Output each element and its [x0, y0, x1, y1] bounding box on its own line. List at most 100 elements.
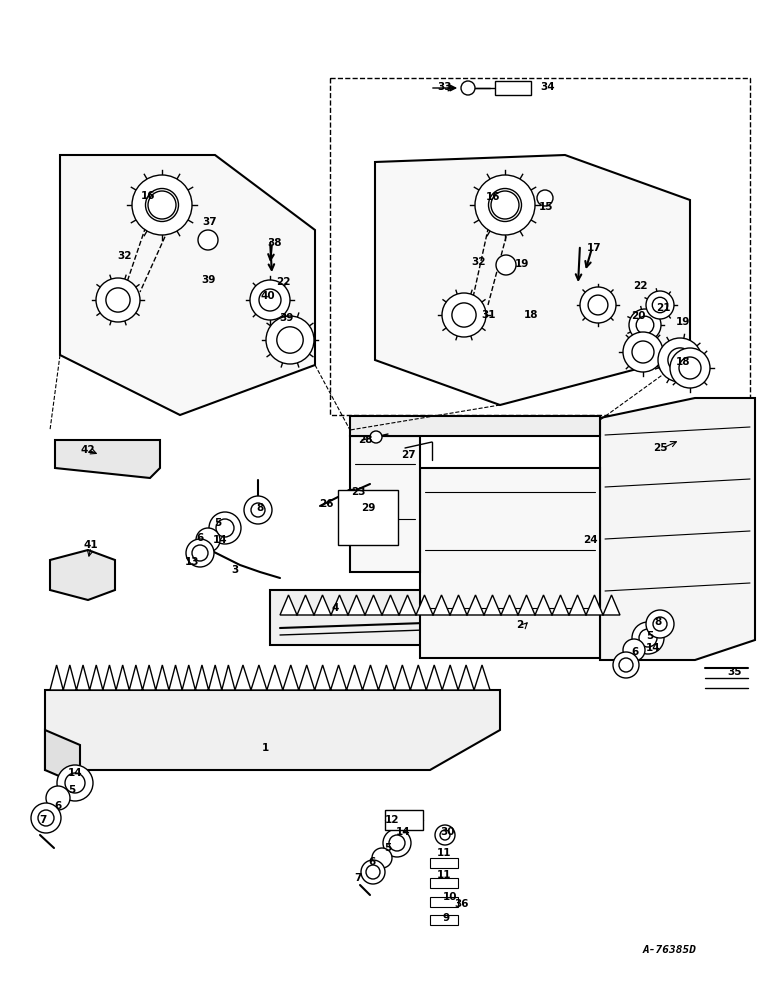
- Circle shape: [31, 803, 61, 833]
- Text: 14: 14: [68, 768, 83, 778]
- Polygon shape: [235, 665, 490, 690]
- Text: 10: 10: [443, 892, 457, 902]
- Circle shape: [537, 190, 553, 206]
- Circle shape: [679, 357, 701, 379]
- Text: 12: 12: [384, 815, 399, 825]
- Circle shape: [96, 278, 140, 322]
- Text: 37: 37: [203, 217, 217, 227]
- Text: 14: 14: [396, 827, 410, 837]
- Text: 39: 39: [279, 313, 293, 323]
- Text: 42: 42: [81, 445, 95, 455]
- Circle shape: [259, 289, 281, 311]
- Text: 18: 18: [523, 310, 538, 320]
- Text: 13: 13: [185, 557, 199, 567]
- Circle shape: [496, 255, 516, 275]
- Circle shape: [198, 230, 218, 250]
- Circle shape: [632, 341, 654, 363]
- Circle shape: [646, 291, 674, 319]
- Text: 14: 14: [645, 643, 660, 653]
- Text: 6: 6: [196, 533, 204, 543]
- Polygon shape: [420, 468, 600, 658]
- Text: 4: 4: [331, 603, 339, 613]
- Text: 17: 17: [587, 243, 601, 253]
- Text: 35: 35: [728, 667, 742, 677]
- Circle shape: [442, 293, 486, 337]
- Circle shape: [145, 188, 178, 222]
- Circle shape: [613, 652, 639, 678]
- Polygon shape: [50, 550, 115, 600]
- Text: 31: 31: [482, 310, 496, 320]
- Text: 5: 5: [215, 518, 222, 528]
- Circle shape: [629, 309, 661, 341]
- Circle shape: [668, 348, 692, 372]
- Text: 1: 1: [262, 743, 269, 753]
- Text: 11: 11: [437, 870, 452, 880]
- Bar: [430, 858, 458, 868]
- Circle shape: [57, 765, 93, 801]
- Circle shape: [266, 316, 314, 364]
- Text: A-76385D: A-76385D: [643, 945, 697, 955]
- Text: 29: 29: [361, 503, 375, 513]
- Text: 14: 14: [213, 535, 227, 545]
- Circle shape: [186, 539, 214, 567]
- Polygon shape: [50, 665, 235, 690]
- Text: 39: 39: [201, 275, 215, 285]
- Text: 30: 30: [441, 827, 455, 837]
- Text: 6: 6: [631, 647, 638, 657]
- Text: 8: 8: [655, 617, 662, 627]
- Circle shape: [250, 280, 290, 320]
- Circle shape: [370, 431, 382, 443]
- Circle shape: [636, 316, 654, 334]
- Text: 11: 11: [437, 848, 452, 858]
- Circle shape: [106, 288, 130, 312]
- Circle shape: [670, 348, 710, 388]
- Bar: [430, 897, 458, 907]
- Text: 5: 5: [384, 843, 391, 853]
- Text: 20: 20: [631, 311, 645, 321]
- Text: 22: 22: [633, 281, 647, 291]
- Text: 8: 8: [256, 503, 263, 513]
- Text: 3: 3: [232, 565, 239, 575]
- Text: 23: 23: [350, 487, 365, 497]
- Polygon shape: [350, 416, 600, 436]
- Circle shape: [46, 786, 70, 810]
- Circle shape: [646, 610, 674, 638]
- Text: 6: 6: [368, 857, 376, 867]
- Text: 40: 40: [261, 291, 276, 301]
- Circle shape: [475, 175, 535, 235]
- Circle shape: [440, 830, 450, 840]
- Text: 16: 16: [486, 192, 500, 202]
- Circle shape: [366, 865, 380, 879]
- Polygon shape: [270, 590, 680, 645]
- Bar: [430, 915, 458, 925]
- Circle shape: [588, 295, 608, 315]
- Circle shape: [132, 175, 192, 235]
- Circle shape: [489, 188, 522, 222]
- Text: 7: 7: [354, 873, 362, 883]
- Text: 9: 9: [442, 913, 449, 923]
- Circle shape: [619, 658, 633, 672]
- Text: 32: 32: [118, 251, 132, 261]
- Polygon shape: [350, 436, 420, 572]
- Text: 28: 28: [357, 435, 372, 445]
- Circle shape: [491, 191, 519, 219]
- Circle shape: [623, 639, 645, 661]
- Text: 38: 38: [268, 238, 283, 248]
- Polygon shape: [600, 398, 755, 660]
- Polygon shape: [375, 155, 690, 405]
- Text: 19: 19: [676, 317, 690, 327]
- Text: 7: 7: [39, 815, 46, 825]
- Circle shape: [65, 773, 85, 793]
- Text: 18: 18: [676, 357, 690, 367]
- Polygon shape: [55, 440, 160, 478]
- Text: 15: 15: [539, 202, 554, 212]
- Circle shape: [244, 496, 272, 524]
- Circle shape: [652, 297, 668, 313]
- Text: 41: 41: [83, 540, 98, 550]
- Text: 25: 25: [653, 443, 667, 453]
- Circle shape: [580, 287, 616, 323]
- Bar: [495, 81, 531, 95]
- Circle shape: [372, 848, 392, 868]
- Bar: [338, 490, 398, 545]
- Polygon shape: [45, 690, 500, 770]
